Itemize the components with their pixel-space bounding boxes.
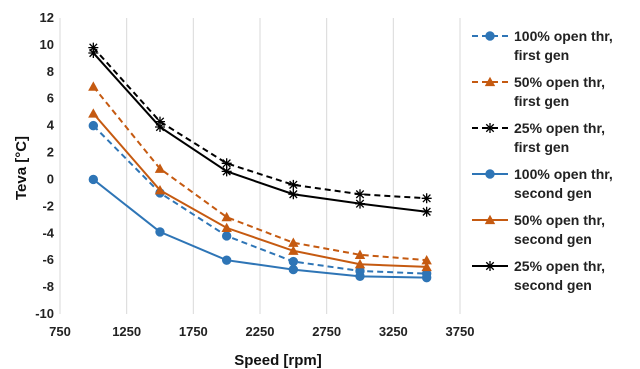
data-point-5-3 <box>288 189 299 200</box>
legend-label-line1-2: 25% open thr, <box>514 120 605 136</box>
data-point-5-1 <box>155 121 165 132</box>
series-line-1 <box>92 85 427 262</box>
data-point-1-2 <box>221 211 232 222</box>
data-point-1-5 <box>421 254 432 265</box>
data-point-1-1 <box>154 163 166 173</box>
legend-marker-1 <box>484 76 496 87</box>
legend-label-line2-1: first gen <box>514 93 569 109</box>
series-1 <box>88 81 432 265</box>
x-tick-label-5: 3250 <box>379 324 408 339</box>
series-line-5 <box>92 52 427 213</box>
data-point-2-3 <box>288 179 299 190</box>
legend-marker-0 <box>485 31 495 41</box>
data-point-3-2 <box>221 255 232 265</box>
data-point-5-4 <box>355 198 365 209</box>
legend-marker-4 <box>484 214 496 225</box>
legend-marker-3 <box>485 169 495 179</box>
data-point-1-4 <box>354 249 366 259</box>
y-tick-label-3: -4 <box>42 225 54 240</box>
data-point-2-0 <box>88 42 99 53</box>
y-tick-label-10: 10 <box>40 37 54 52</box>
y-tick-label-9: 8 <box>47 64 54 79</box>
series-2 <box>88 42 432 204</box>
x-tick-label-1: 1250 <box>112 324 141 339</box>
data-point-3-5 <box>421 272 432 283</box>
legend-marker-2 <box>485 123 495 133</box>
legend-item-0: 100% open thr, first gen <box>472 28 613 63</box>
legend-item-3: 100% open thr, second gen <box>472 166 613 201</box>
data-point-4-5 <box>421 261 432 272</box>
legend-label-line2-5: second gen <box>514 277 592 293</box>
legend-label-line2-0: first gen <box>514 47 569 63</box>
series-line-0 <box>92 124 427 275</box>
y-tick-label-8: 6 <box>47 91 54 106</box>
data-point-4-0 <box>88 108 99 118</box>
data-point-1-3 <box>288 237 299 247</box>
x-tick-label-6: 3750 <box>446 324 475 339</box>
data-point-0-2 <box>221 231 232 241</box>
y-axis-ticks: -10 -8 -6 -4 -2 0 2 4 6 8 10 12 <box>35 10 55 321</box>
data-point-4-4 <box>354 259 366 269</box>
legend: 100% open thr, first gen 50% open thr, firs… <box>472 28 613 293</box>
data-point-4-1 <box>154 185 166 195</box>
legend-label-line2-4: second gen <box>514 231 592 247</box>
data-point-2-2 <box>221 158 232 169</box>
y-tick-label-7: 4 <box>47 118 55 133</box>
y-tick-label-5: 0 <box>47 171 54 186</box>
data-point-2-5 <box>421 193 432 204</box>
legend-item-4: 50% open thr, second gen <box>472 212 605 247</box>
data-point-3-4 <box>355 271 365 282</box>
data-point-0-0 <box>88 120 99 131</box>
y-tick-label-2: -6 <box>42 252 54 267</box>
y-tick-label-11: 12 <box>40 10 54 25</box>
legend-label-line2-3: second gen <box>514 185 592 201</box>
data-point-5-5 <box>421 206 432 217</box>
data-point-4-3 <box>288 245 299 255</box>
x-axis-label: Speed [rpm] <box>234 352 322 369</box>
series-4 <box>88 108 432 272</box>
y-tick-label-6: 2 <box>47 145 54 160</box>
legend-item-5: 25% open thr, second gen <box>472 258 605 293</box>
data-point-3-3 <box>288 264 299 275</box>
y-tick-label-1: -8 <box>42 279 54 294</box>
legend-label-line1-5: 25% open thr, <box>514 258 605 274</box>
x-tick-label-4: 2750 <box>312 324 341 339</box>
legend-label-line1-4: 50% open thr, <box>514 212 605 228</box>
x-axis-ticks: 750 1250 1750 2250 2750 3250 3750 <box>49 324 474 339</box>
data-point-4-2 <box>221 222 232 233</box>
data-point-0-3 <box>288 256 299 267</box>
legend-label-line1-0: 100% open thr, <box>514 28 613 44</box>
data-point-3-0 <box>88 174 99 185</box>
series-5 <box>88 47 432 217</box>
x-tick-label-0: 750 <box>49 324 71 339</box>
grid-lines <box>59 18 461 314</box>
legend-item-1: 50% open thr, first gen <box>472 74 605 109</box>
data-point-5-2 <box>221 166 232 177</box>
series-line-3 <box>92 178 427 279</box>
legend-label-line2-2: first gen <box>514 139 569 155</box>
y-axis-label: Teva [°C] <box>13 136 30 200</box>
data-point-1-0 <box>88 81 99 91</box>
series-3 <box>88 174 432 283</box>
data-point-3-1 <box>155 227 165 237</box>
y-tick-label-0: -10 <box>35 306 54 321</box>
series-line-4 <box>92 112 427 268</box>
data-point-2-4 <box>355 189 365 200</box>
legend-label-line1-1: 50% open thr, <box>514 74 605 90</box>
series-line-2 <box>92 46 427 200</box>
legend-marker-5 <box>485 261 495 271</box>
y-tick-label-4: -2 <box>42 198 54 213</box>
data-point-5-0 <box>88 47 99 58</box>
data-point-2-1 <box>155 116 165 127</box>
legend-label-line1-3: 100% open thr, <box>514 166 613 182</box>
legend-item-2: 25% open thr, first gen <box>472 120 605 155</box>
x-tick-label-2: 1750 <box>179 324 208 339</box>
series-group <box>88 42 432 283</box>
x-tick-label-3: 2250 <box>246 324 275 339</box>
